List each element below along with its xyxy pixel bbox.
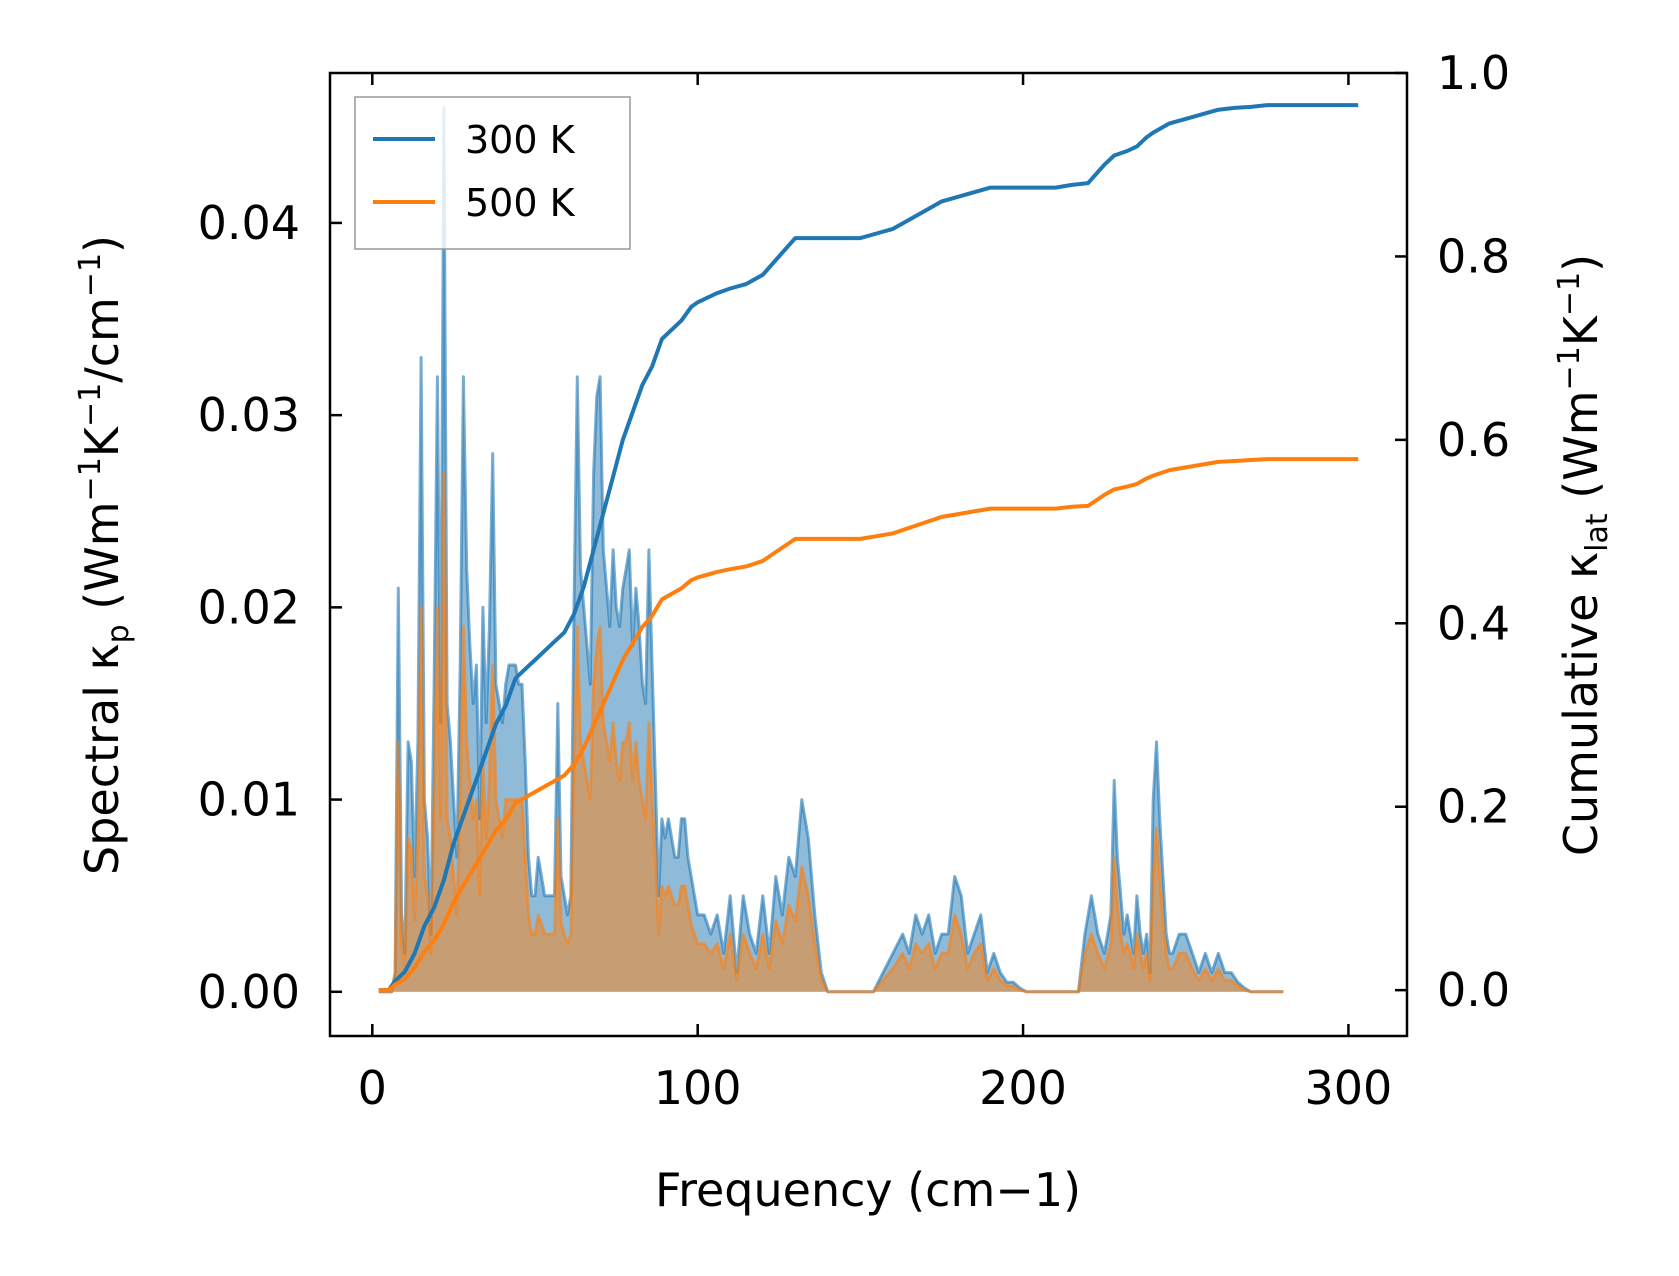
right-axis-ticks: 0.0 0.2 0.4 0.6 0.8 1.0 <box>1395 46 1510 1017</box>
y-left-tick-label: 0.02 <box>198 580 300 634</box>
spectral-fill-500k <box>378 472 1284 992</box>
cumulative-line-300k <box>378 103 1359 993</box>
y-left-tick-label: 0.00 <box>198 965 300 1019</box>
x-axis-label: Frequency (cm−1) <box>655 1163 1081 1217</box>
legend: 300 K 500 K <box>354 96 631 250</box>
y-right-tick-label: 0.2 <box>1437 780 1510 834</box>
legend-label-500k: 500 K <box>465 181 576 225</box>
y-left-tick-label: 0.01 <box>198 773 300 827</box>
x-tick-label: 100 <box>654 1061 742 1115</box>
spectral-fills <box>378 107 1284 992</box>
spectral-line-500k <box>378 471 1284 994</box>
left-axis-ticks: 0.00 0.01 0.02 0.03 0.04 <box>198 196 342 1019</box>
x-tick-label: 0 <box>358 1061 387 1115</box>
legend-label-300k: 300 K <box>465 118 576 162</box>
x-tick-label: 300 <box>1305 1061 1393 1115</box>
y-axis-right-label: Cumulative κlat (Wm−1K−1) <box>1552 254 1615 856</box>
cumulative-lines <box>378 103 1359 993</box>
cumulative-line-500k <box>378 457 1359 993</box>
x-tick-label: 200 <box>979 1061 1067 1115</box>
y-left-tick-label: 0.03 <box>198 388 300 442</box>
y-right-tick-label: 0.0 <box>1437 963 1510 1017</box>
y-right-tick-label: 0.4 <box>1437 596 1510 650</box>
y-right-tick-label: 0.8 <box>1437 229 1510 283</box>
y-right-tick-label: 1.0 <box>1437 46 1510 100</box>
spectral-lines <box>378 106 1284 994</box>
legend-box <box>354 96 631 250</box>
y-axis-left-label: Spectral κp (Wm−1K−1/cm−1) <box>73 235 136 875</box>
plot-frame <box>328 71 1409 1038</box>
spectral-line-300k <box>378 106 1284 994</box>
y-left-tick-label: 0.04 <box>198 196 300 250</box>
y-right-tick-label: 0.6 <box>1437 413 1510 467</box>
x-axis-ticks: 0 100 200 300 <box>358 73 1393 1115</box>
